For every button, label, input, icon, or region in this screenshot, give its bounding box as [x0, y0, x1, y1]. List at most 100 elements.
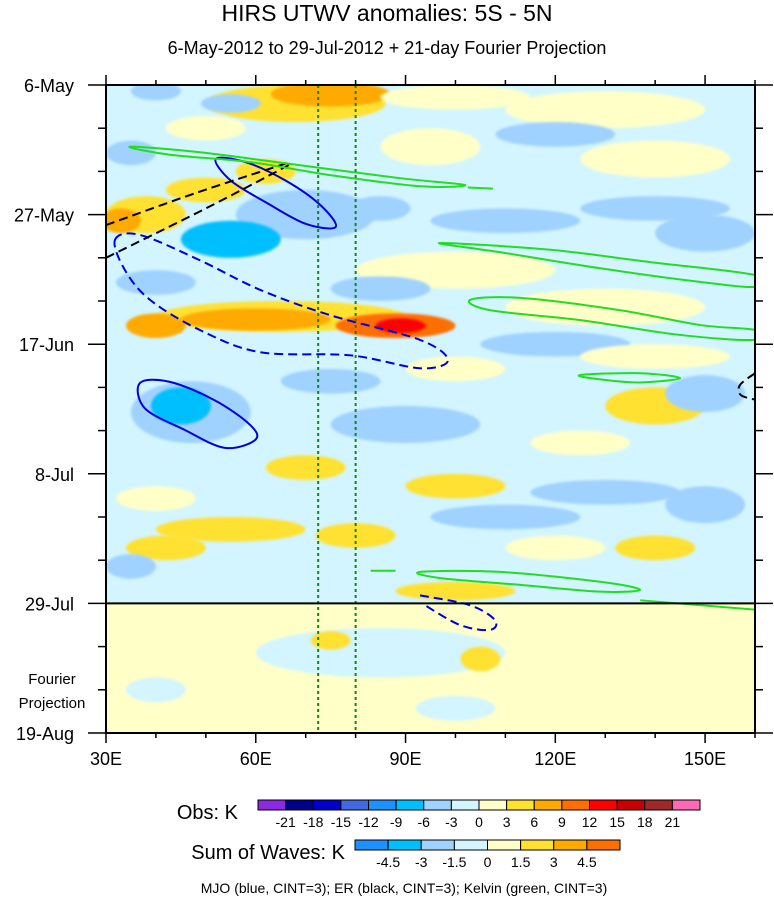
- obs-colorbar-level-label: -3: [445, 814, 458, 830]
- anomaly-cell: [430, 208, 581, 234]
- waves-colorbar-swatch: [553, 839, 588, 851]
- y-tick-label: 29-Jul: [25, 594, 74, 614]
- obs-colorbar-level-label: -12: [358, 814, 378, 830]
- anomaly-cell: [280, 368, 381, 394]
- anomaly-cell: [130, 85, 181, 101]
- projection-field: [106, 603, 755, 733]
- waves-colorbar-level-label: -4.5: [376, 854, 400, 870]
- obs-colorbar-level-label: 6: [530, 814, 538, 830]
- kelvin-contour: [640, 599, 755, 611]
- anomaly-cell: [615, 535, 696, 561]
- anomaly-cell: [125, 313, 186, 339]
- x-tick-label: 150E: [684, 749, 726, 769]
- mjo-contour: [113, 232, 449, 370]
- y-tick-label: 6-May: [24, 76, 74, 96]
- x-tick-label: 30E: [90, 749, 122, 769]
- anomaly-cell: [405, 473, 506, 499]
- anomaly-cell: [106, 554, 156, 579]
- obs-colorbar-level-label: -21: [276, 814, 296, 830]
- anomaly-cell: [530, 430, 631, 456]
- obs-colorbar-swatch: [395, 799, 425, 811]
- waves-colorbar-swatch: [520, 839, 555, 851]
- anomaly-cell: [665, 375, 746, 413]
- projection-label: Projection: [19, 695, 86, 712]
- obs-colorbar-level-label: 15: [609, 814, 625, 830]
- anomaly-cell: [505, 91, 706, 129]
- obs-colorbar-level-label: -18: [303, 814, 323, 830]
- anomaly-cell: [430, 504, 581, 530]
- anomaly-cell: [395, 581, 516, 601]
- obs-colorbar-swatch: [450, 799, 480, 811]
- anomaly-cell: [375, 318, 426, 334]
- chart-subtitle: 6-May-2012 to 29-Jul-2012 + 21-day Fouri…: [167, 38, 607, 58]
- obs-colorbar-swatch: [368, 799, 397, 811]
- anomaly-cell: [235, 189, 376, 240]
- obs-colorbar-swatch: [616, 799, 646, 811]
- kelvin-contour: [416, 569, 642, 593]
- contour-legend-note: MJO (blue, CINT=3); ER (black, CINT=3); …: [201, 880, 608, 896]
- waves-colorbar-swatch: [420, 839, 455, 851]
- anomaly-cell: [530, 479, 681, 505]
- obs-colorbar-swatch: [533, 799, 563, 811]
- waves-colorbar-level-label: 4.5: [577, 854, 597, 870]
- obs-colorbar-label: Obs: K: [177, 802, 239, 824]
- anomaly-cell: [330, 276, 431, 301]
- obs-colorbar-level-label: 9: [558, 814, 566, 830]
- kelvin-contour: [128, 145, 466, 188]
- waves-colorbar-swatch: [586, 839, 621, 851]
- anomaly-cell: [155, 517, 306, 542]
- obs-colorbar-level-label: 18: [637, 814, 653, 830]
- projection-cell: [125, 677, 186, 703]
- waves-colorbar-swatch: [487, 839, 522, 851]
- contours: [106, 145, 755, 632]
- projection-label: Fourier: [28, 671, 76, 688]
- er-contour: [106, 161, 294, 259]
- kelvin-contour: [577, 372, 682, 384]
- anomaly-cell: [265, 455, 346, 480]
- er-contour: [106, 161, 289, 227]
- anomaly-cell: [200, 94, 261, 113]
- obs-colorbar-swatch: [312, 799, 342, 811]
- obs-colorbar-swatch: [506, 799, 535, 811]
- projection-cell: [415, 695, 496, 721]
- obs-colorbar-swatch: [285, 799, 314, 811]
- anomaly-cell: [350, 196, 411, 221]
- obs-colorbar-swatch: [561, 799, 590, 811]
- x-tick-label: 60E: [240, 749, 272, 769]
- obs-colorbar-level-label: 12: [582, 814, 598, 830]
- x-tick-label: 90E: [390, 749, 422, 769]
- projection-cell: [460, 646, 501, 672]
- anomaly-cell: [380, 85, 531, 110]
- waves-colorbar-level-label: 3: [550, 854, 558, 870]
- y-tick-label: 8-Jul: [35, 465, 74, 485]
- anomaly-cell: [580, 344, 731, 369]
- obs-colorbar-level-label: 0: [475, 814, 483, 830]
- anomaly-cell: [125, 535, 206, 561]
- kelvin-contour: [437, 241, 755, 289]
- obs-field: [106, 85, 755, 604]
- waves-colorbar-level-label: 0: [484, 854, 492, 870]
- waves-colorbar-swatch: [354, 839, 389, 851]
- obs-colorbar-level-label: -15: [331, 814, 351, 830]
- waves-colorbar-level-label: -1.5: [442, 854, 466, 870]
- anomaly-cell: [115, 486, 196, 511]
- obs-colorbar-swatch: [478, 799, 508, 811]
- mjo-contour: [136, 378, 259, 450]
- waves-colorbar-level-label: -3: [415, 854, 428, 870]
- anomaly-cell: [165, 115, 246, 141]
- anomaly-cell: [180, 220, 281, 258]
- obs-colorbar-swatch: [257, 799, 287, 811]
- anomaly-cell: [115, 270, 196, 295]
- anomaly-cell: [330, 405, 481, 443]
- obs-colorbar-swatch: [671, 799, 701, 811]
- anomaly-cell: [270, 85, 391, 107]
- obs-colorbar-level-label: 21: [665, 814, 681, 830]
- plot-frame: [105, 84, 756, 734]
- anomaly-cell: [665, 486, 746, 524]
- anomaly-cell: [180, 308, 331, 331]
- waves-colorbar-level-label: 1.5: [511, 854, 531, 870]
- waves-colorbar-label: Sum of Waves: K: [191, 842, 345, 864]
- anomaly-cell: [205, 566, 356, 592]
